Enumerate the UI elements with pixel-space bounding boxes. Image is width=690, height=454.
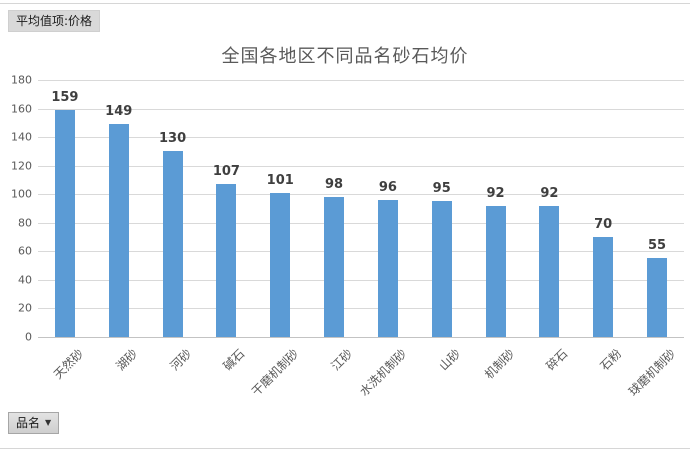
bar-column: 70: [576, 80, 630, 337]
data-label: 70: [594, 217, 613, 233]
bar-column: 159: [38, 80, 92, 337]
y-axis: 0 20 40 60 80 100 120 140 160 180: [0, 74, 32, 344]
data-label: 95: [432, 181, 451, 197]
bar-column: 107: [199, 80, 253, 337]
y-tick-label: 60: [18, 244, 32, 258]
category-label: 石粉: [597, 346, 625, 374]
bar[interactable]: [162, 151, 183, 337]
gridline: [38, 279, 684, 281]
value-field-label: 平均值项:价格: [16, 14, 93, 28]
category-label: 天然砂: [50, 346, 87, 382]
axis-field-label: 品名: [16, 416, 41, 430]
x-label-slot: 机制砂: [469, 337, 523, 427]
category-label: 湖砂: [113, 346, 141, 374]
axis-field-button[interactable]: 品名 ▼: [8, 412, 60, 434]
x-label-slot: 石粉: [576, 337, 630, 427]
gridline: [38, 108, 684, 110]
bar[interactable]: [431, 201, 452, 337]
bar-column: 95: [415, 80, 469, 337]
category-label: 山砂: [436, 346, 464, 374]
y-tick-label: 20: [18, 301, 32, 315]
y-tick-label: 160: [11, 102, 32, 116]
plot-area: 159 149 130 107 101 98 96 95 92 92 70 55: [38, 80, 684, 338]
bar-column: 98: [307, 80, 361, 337]
data-label: 92: [540, 185, 559, 201]
chart-title: 全国各地区不同品名砂石均价: [221, 46, 469, 67]
bar-column: 55: [630, 80, 684, 337]
data-label: 96: [378, 179, 397, 195]
gridline: [38, 137, 684, 139]
gridline: [38, 308, 684, 310]
bar[interactable]: [485, 205, 506, 337]
category-label: 干磨机制砂: [249, 346, 302, 399]
bar-column: 130: [146, 80, 200, 337]
category-label: 机制砂: [481, 346, 517, 382]
y-tick-label: 80: [18, 216, 32, 230]
gridline: [38, 222, 684, 224]
y-tick-label: 0: [25, 330, 32, 344]
bar-column: 92: [522, 80, 576, 337]
category-label: 江砂: [328, 346, 356, 374]
x-label-slot: 江砂: [307, 337, 361, 427]
category-label: 河砂: [167, 346, 194, 374]
y-tick-label: 40: [18, 273, 32, 287]
bars-row: 159 149 130 107 101 98 96 95 92 92 70 55: [38, 80, 684, 337]
data-label: 98: [325, 177, 344, 193]
data-label: 101: [266, 172, 294, 188]
x-label-slot: 球磨机制砂: [626, 337, 684, 427]
x-label-slot: 山砂: [415, 337, 469, 427]
bar[interactable]: [216, 184, 237, 337]
bar[interactable]: [647, 258, 668, 337]
category-label: 水洗机制砂: [356, 346, 410, 399]
gridline: [38, 165, 684, 167]
bar[interactable]: [108, 124, 129, 337]
x-label-slot: 湖砂: [92, 337, 146, 427]
data-label: 92: [486, 185, 505, 201]
dropdown-arrow-icon: ▼: [45, 418, 52, 427]
bar-column: 96: [361, 80, 415, 337]
data-label: 130: [158, 131, 187, 147]
bar[interactable]: [324, 197, 345, 337]
value-field-button[interactable]: 平均值项:价格: [8, 10, 101, 32]
bar-column: 149: [92, 80, 146, 337]
gridline: [38, 251, 684, 253]
x-label-slot: 干磨机制砂: [249, 337, 307, 427]
bar-column: 92: [469, 80, 523, 337]
x-axis-line: [38, 337, 684, 338]
y-tick-label: 120: [11, 159, 32, 173]
x-label-slot: 水洗机制砂: [357, 337, 415, 427]
x-label-slot: 碱石: [199, 337, 253, 427]
y-tick-label: 140: [11, 130, 32, 144]
data-label: 159: [51, 89, 79, 105]
data-label: 107: [212, 164, 240, 180]
x-label-slot: 碎石: [522, 337, 576, 427]
bar[interactable]: [377, 199, 398, 337]
gridline: [38, 80, 684, 81]
gridline: [38, 194, 684, 196]
data-label: 149: [105, 104, 133, 120]
bar[interactable]: [270, 192, 291, 337]
y-tick-label: 100: [11, 187, 32, 201]
data-label: 55: [647, 238, 667, 254]
x-axis-labels: 天然砂 湖砂 河砂 碱石 干磨机制砂 江砂 水洗机制砂 山砂 机制砂 碎石 石粉 球磨机制砂: [38, 337, 684, 427]
category-label: 碱石: [220, 346, 248, 374]
bar[interactable]: [54, 109, 75, 337]
bar-column: 101: [253, 80, 307, 337]
bar[interactable]: [593, 237, 614, 337]
category-label: 碎石: [543, 346, 571, 374]
y-tick-label: 180: [11, 73, 32, 87]
x-label-slot: 河砂: [146, 337, 200, 427]
category-label: 球磨机制砂: [626, 346, 679, 399]
bar[interactable]: [539, 205, 560, 337]
chart-border-bottom: [0, 448, 690, 449]
chart-border-top: [0, 3, 690, 4]
